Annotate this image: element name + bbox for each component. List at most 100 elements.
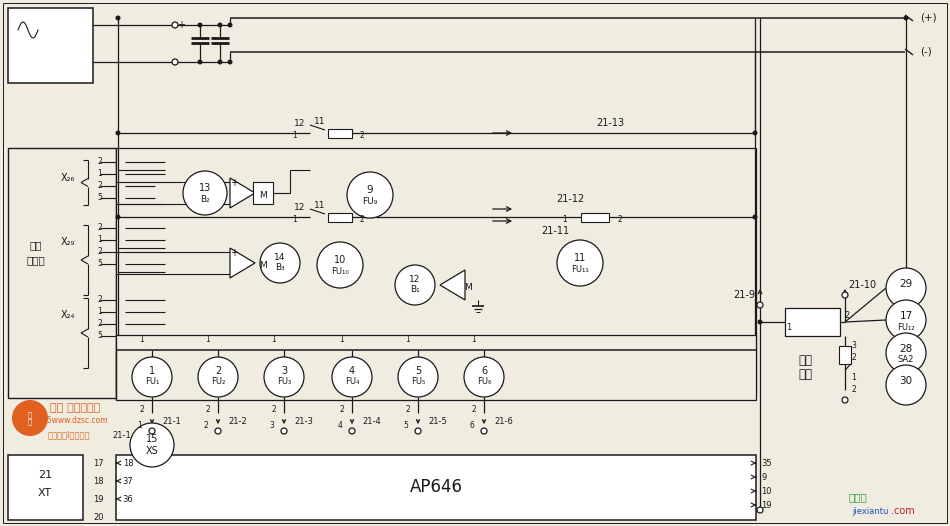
- Bar: [8, 148, 116, 398]
- Text: 维
库: 维 库: [28, 411, 32, 425]
- Polygon shape: [440, 270, 465, 300]
- Text: 2: 2: [203, 420, 208, 430]
- Text: FU₁₂: FU₁₂: [897, 322, 915, 331]
- Circle shape: [347, 172, 393, 218]
- Text: 11: 11: [574, 253, 586, 263]
- Text: 1: 1: [138, 420, 142, 430]
- Circle shape: [886, 300, 926, 340]
- Text: 11: 11: [314, 200, 326, 209]
- Circle shape: [752, 130, 757, 136]
- Bar: [116, 148, 756, 393]
- Text: 全球最大I采购网站: 全球最大I采购网站: [48, 430, 90, 439]
- Bar: [785, 308, 840, 336]
- Circle shape: [842, 292, 848, 298]
- Text: 2: 2: [97, 248, 102, 257]
- Text: 5: 5: [415, 366, 421, 376]
- Text: 5: 5: [97, 331, 102, 340]
- Text: FU₅: FU₅: [410, 378, 426, 387]
- Text: 20: 20: [93, 512, 104, 521]
- Text: 10: 10: [333, 255, 346, 265]
- Text: 2: 2: [97, 157, 102, 167]
- Text: X₂₉: X₂₉: [61, 237, 75, 247]
- Text: 37: 37: [123, 477, 133, 485]
- Text: FU₉: FU₉: [362, 197, 377, 207]
- Text: X₂₆: X₂₆: [61, 173, 75, 183]
- Text: +: +: [230, 248, 238, 258]
- Bar: [581, 213, 609, 222]
- Text: 4: 4: [349, 366, 355, 376]
- Text: 1: 1: [97, 236, 102, 245]
- Text: 12: 12: [294, 118, 305, 127]
- Text: 12: 12: [294, 203, 305, 211]
- Circle shape: [281, 428, 287, 434]
- Circle shape: [172, 22, 178, 28]
- Text: 2: 2: [851, 386, 856, 394]
- Circle shape: [557, 240, 603, 286]
- Text: 1: 1: [406, 335, 410, 343]
- Text: 1: 1: [340, 335, 344, 343]
- Circle shape: [415, 428, 421, 434]
- Text: M: M: [465, 282, 472, 291]
- Text: 用户: 用户: [29, 240, 42, 250]
- Text: M: M: [259, 260, 267, 269]
- Bar: [8, 8, 93, 83]
- Text: 1: 1: [562, 215, 567, 224]
- Text: FU₁: FU₁: [144, 378, 160, 387]
- Text: 接口板: 接口板: [27, 255, 46, 265]
- Text: 21-6: 21-6: [495, 418, 513, 427]
- Circle shape: [886, 268, 926, 308]
- Bar: [253, 182, 273, 204]
- Bar: [116, 335, 756, 400]
- Text: 36: 36: [123, 494, 133, 503]
- Text: B₁: B₁: [410, 286, 420, 295]
- Text: 2: 2: [97, 319, 102, 329]
- Text: 3: 3: [851, 340, 856, 349]
- Text: B₃: B₃: [276, 264, 285, 272]
- Text: 2: 2: [205, 406, 210, 414]
- Text: 2: 2: [97, 296, 102, 305]
- Circle shape: [116, 15, 121, 21]
- Text: 2: 2: [340, 406, 344, 414]
- Circle shape: [464, 357, 504, 397]
- Text: 21: 21: [38, 470, 52, 480]
- Circle shape: [332, 357, 372, 397]
- Text: 3: 3: [270, 420, 275, 430]
- Text: 13: 13: [199, 183, 211, 193]
- Text: 14: 14: [275, 252, 286, 261]
- Text: 21-1: 21-1: [113, 430, 131, 440]
- Text: 3: 3: [281, 366, 287, 376]
- Circle shape: [227, 23, 233, 27]
- Circle shape: [757, 302, 763, 308]
- Text: 1: 1: [149, 366, 155, 376]
- Text: 21-12: 21-12: [556, 194, 584, 204]
- Text: jiexiantu: jiexiantu: [852, 507, 888, 516]
- Circle shape: [116, 130, 121, 136]
- Circle shape: [227, 59, 233, 65]
- Text: 4: 4: [337, 420, 342, 430]
- Text: 2: 2: [97, 181, 102, 190]
- Text: (-): (-): [920, 47, 932, 57]
- Bar: [8, 455, 83, 520]
- Circle shape: [757, 319, 763, 325]
- Text: 维库 电子市场网: 维库 电子市场网: [49, 403, 100, 413]
- Text: 21-13: 21-13: [596, 118, 624, 128]
- Circle shape: [264, 357, 304, 397]
- Text: 事故: 事故: [798, 353, 812, 367]
- Text: +: +: [230, 178, 238, 188]
- Text: 1: 1: [471, 335, 476, 343]
- Text: 2: 2: [360, 215, 365, 224]
- Text: 照明: 照明: [798, 369, 812, 381]
- Text: 11: 11: [314, 116, 326, 126]
- Text: 2: 2: [360, 130, 365, 139]
- Text: 29: 29: [900, 279, 913, 289]
- Text: XS: XS: [145, 446, 159, 456]
- Bar: [839, 346, 851, 364]
- Circle shape: [149, 428, 155, 434]
- Text: 5: 5: [97, 259, 102, 268]
- Text: 28: 28: [900, 344, 913, 354]
- Circle shape: [12, 400, 48, 436]
- Bar: [116, 455, 756, 520]
- Text: XT: XT: [38, 488, 52, 498]
- Text: FU₄: FU₄: [345, 378, 359, 387]
- Text: FU₁₀: FU₁₀: [332, 268, 349, 277]
